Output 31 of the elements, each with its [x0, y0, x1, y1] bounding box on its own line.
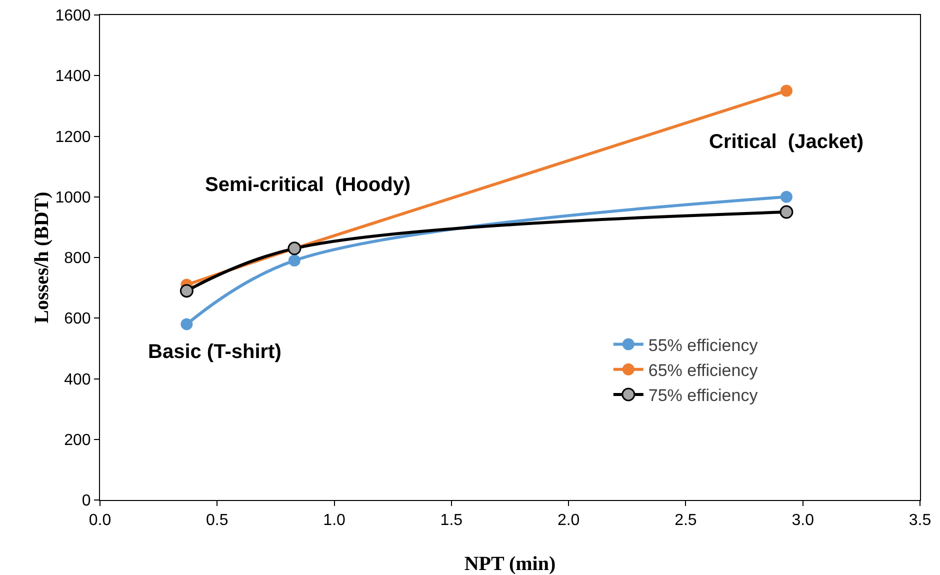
y-tick-label: 1200: [55, 128, 91, 146]
x-tick-label: 0.0: [88, 512, 112, 530]
point: [180, 284, 194, 298]
point: [780, 205, 794, 219]
y-tick-label: 600: [64, 310, 91, 328]
legend-label: 65% efficiency: [648, 360, 758, 380]
point: [780, 84, 792, 97]
annotation: Critical (Jacket): [709, 131, 864, 153]
point: [780, 190, 792, 203]
x-axis-title: NPT (min): [464, 553, 556, 575]
y-tick-label: 1600: [55, 8, 91, 25]
x-tick-label: 1.5: [440, 512, 463, 530]
x-tick-label: 0.5: [206, 512, 228, 530]
y-axis-title: Losses/h (BDT): [31, 192, 54, 324]
y-tick-label: 400: [64, 371, 91, 388]
y-tick-label: 0: [82, 492, 91, 510]
x-tick-label: 1.0: [323, 512, 346, 530]
x-tick-label: 2.5: [674, 512, 697, 530]
annotation: Basic (T-shirt): [148, 341, 282, 363]
x-tick-label: 3.0: [792, 512, 814, 530]
legend-label: 75% efficiency: [648, 386, 758, 406]
y-tick-label: 1000: [55, 189, 91, 206]
point: [180, 318, 193, 330]
y-tick-label: 200: [64, 432, 91, 449]
y-tick-label: 1400: [55, 68, 91, 86]
point: [288, 254, 300, 267]
x-tick-label: 2.0: [557, 512, 580, 530]
annotation: Semi-critical (Hoody): [205, 174, 411, 196]
x-tick-label: 3.5: [908, 512, 932, 530]
y-tick-label: 800: [64, 250, 91, 268]
legend-label: 55% efficiency: [648, 336, 758, 355]
